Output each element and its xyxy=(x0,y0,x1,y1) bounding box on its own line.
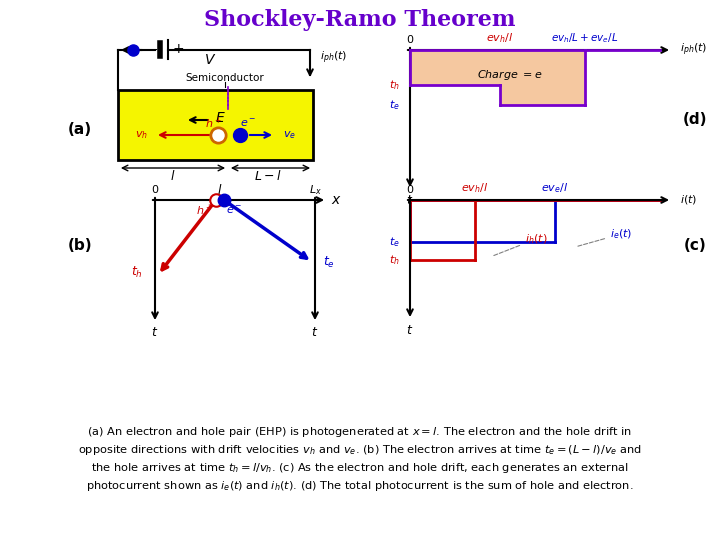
Text: $t$: $t$ xyxy=(311,327,319,340)
Text: $ev_e/l$: $ev_e/l$ xyxy=(541,181,569,195)
Text: $t_e$: $t_e$ xyxy=(390,235,400,249)
Text: (a) An electron and hole pair (EHP) is photogenerated at $x = l$. The electron a: (a) An electron and hole pair (EHP) is p… xyxy=(88,425,632,439)
Text: $+$: $+$ xyxy=(172,42,184,56)
Text: $t$: $t$ xyxy=(151,327,158,340)
Text: 0: 0 xyxy=(407,185,413,195)
Text: $ev_h/l$: $ev_h/l$ xyxy=(486,31,514,45)
Text: (c): (c) xyxy=(683,238,706,253)
Text: $i_{ph}(t)$: $i_{ph}(t)$ xyxy=(680,42,708,58)
Text: the hole arrives at time $t_h = l/v_h$. (c) As the electron and hole drift, each: the hole arrives at time $t_h = l/v_h$. … xyxy=(91,461,629,475)
Text: $i_{ph}(t)$: $i_{ph}(t)$ xyxy=(320,50,348,66)
Text: $h^+$: $h^+$ xyxy=(204,116,222,131)
Text: Shockley-Ramo Theorem: Shockley-Ramo Theorem xyxy=(204,9,516,31)
Text: $ev_h/l$: $ev_h/l$ xyxy=(462,181,489,195)
Text: $h^+$: $h^+$ xyxy=(196,202,212,218)
Text: $t_h$: $t_h$ xyxy=(131,265,143,280)
Text: $l$: $l$ xyxy=(217,183,222,197)
Text: $v_e$: $v_e$ xyxy=(283,129,296,141)
Text: $E$: $E$ xyxy=(215,111,226,125)
Text: Semiconductor: Semiconductor xyxy=(186,73,264,83)
Text: (a): (a) xyxy=(68,123,92,138)
Text: 0: 0 xyxy=(407,35,413,45)
Bar xyxy=(118,90,313,160)
Text: photocurrent shown as $i_e(t)$ and $i_h(t)$. (d) The total photocurrent is the s: photocurrent shown as $i_e(t)$ and $i_h(… xyxy=(86,479,634,493)
Text: $t_e$: $t_e$ xyxy=(390,98,400,112)
Text: $t$: $t$ xyxy=(406,325,414,338)
Text: $i_e(t)$: $i_e(t)$ xyxy=(577,227,632,246)
Text: $i_h(t)$: $i_h(t)$ xyxy=(492,232,547,256)
Text: $t_h$: $t_h$ xyxy=(390,253,400,267)
Text: $i(t)$: $i(t)$ xyxy=(680,193,697,206)
Text: $e^-$: $e^-$ xyxy=(226,205,242,215)
Text: $e^-$: $e^-$ xyxy=(240,117,256,129)
Text: Charge $= e$: Charge $= e$ xyxy=(477,68,543,82)
Text: (d): (d) xyxy=(683,112,707,127)
Polygon shape xyxy=(410,50,585,105)
Text: $V$: $V$ xyxy=(204,53,216,67)
Text: $t$: $t$ xyxy=(406,194,414,207)
Text: $v_h$: $v_h$ xyxy=(135,129,148,141)
Text: (b): (b) xyxy=(68,238,92,253)
Text: $t_h$: $t_h$ xyxy=(390,78,400,92)
Text: $l$: $l$ xyxy=(171,169,176,183)
Text: $-$: $-$ xyxy=(148,43,158,56)
Text: $x$: $x$ xyxy=(331,193,342,207)
Text: $t_e$: $t_e$ xyxy=(323,254,335,269)
Text: $L-l$: $L-l$ xyxy=(254,169,282,183)
Text: opposite directions with drift velocities $v_h$ and $v_e$. (b) The electron arri: opposite directions with drift velocitie… xyxy=(78,443,642,457)
Text: $L_x$: $L_x$ xyxy=(309,183,321,197)
Text: $ev_h/L + ev_e/L$: $ev_h/L + ev_e/L$ xyxy=(552,31,618,45)
Text: 0: 0 xyxy=(151,185,158,195)
